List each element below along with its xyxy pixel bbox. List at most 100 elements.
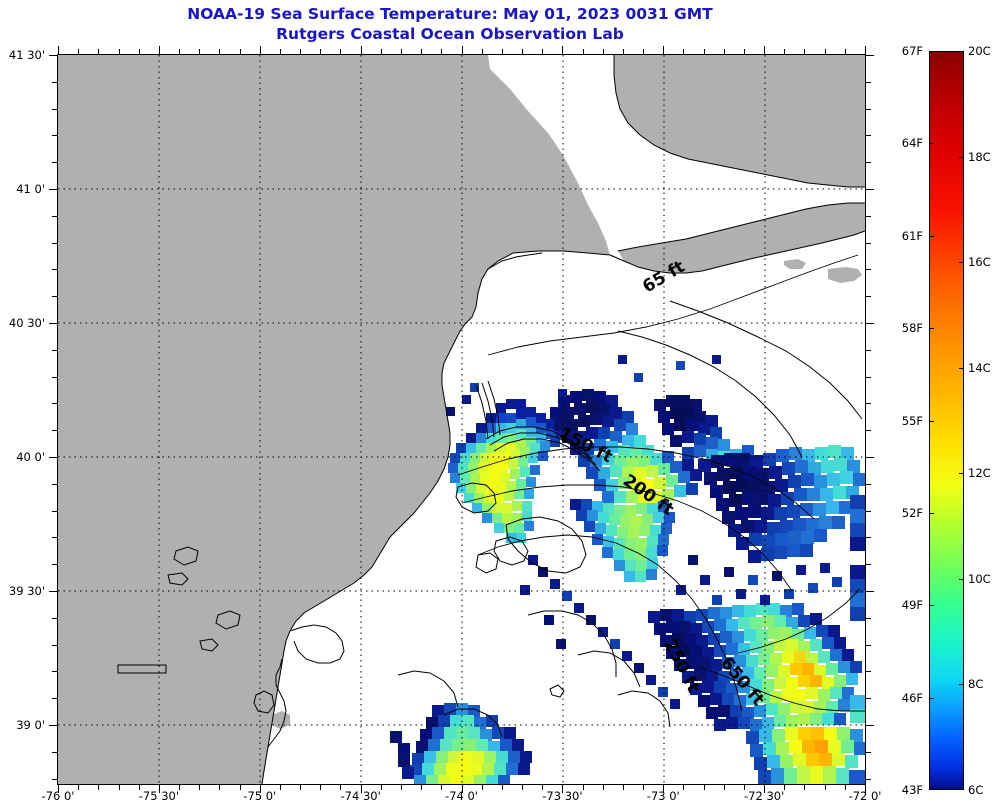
y-tick-minor	[52, 671, 57, 673]
y-tick-minor-right	[866, 242, 871, 244]
y-tick-minor	[52, 376, 57, 378]
y-tick-minor	[52, 751, 57, 753]
x-tick-minor-bottom	[179, 785, 181, 790]
x-tick-minor-bottom	[844, 785, 846, 790]
x-tick-minor	[784, 49, 786, 54]
y-tick-minor-right	[866, 215, 871, 217]
y-tick-minor-right	[866, 671, 871, 673]
y-tick-minor	[52, 162, 57, 164]
x-tick-minor-bottom	[199, 785, 201, 790]
x-tick-minor	[279, 49, 281, 54]
cb-label-celsius-4: 12C	[968, 466, 991, 481]
y-tick-minor-right	[866, 135, 871, 137]
x-axis-label-5: -73 30'	[542, 789, 583, 803]
x-tick-minor-bottom	[340, 785, 342, 790]
colorbar[interactable]	[929, 51, 964, 790]
cb-label-fahrenheit-8: 43F	[901, 783, 923, 797]
title-line-1: NOAA-19 Sea Surface Temperature: May 01,…	[187, 5, 713, 23]
cb-label-celsius-5: 10C	[968, 571, 991, 586]
y-axis-label-2: 40 30'	[8, 316, 45, 330]
x-tick-minor	[421, 49, 423, 54]
x-tick-major-bottom-1	[158, 785, 160, 793]
y-tick-minor-right	[866, 349, 871, 351]
y-tick-major-3	[49, 457, 57, 459]
page-title: NOAA-19 Sea Surface Temperature: May 01,…	[0, 4, 900, 44]
y-tick-minor-right	[866, 430, 871, 432]
x-tick-minor-bottom	[441, 785, 443, 790]
y-tick-minor	[52, 242, 57, 244]
x-axis-label-2: -75 0'	[243, 789, 277, 803]
x-tick-minor	[138, 49, 140, 54]
x-tick-minor	[219, 49, 221, 54]
y-tick-major-2	[49, 323, 57, 324]
land-long-island	[618, 203, 865, 273]
cb-label-fahrenheit-4: 55F	[901, 413, 923, 428]
cb-tick-c-3	[959, 367, 964, 369]
sst-region-southeast	[648, 495, 865, 784]
cb-tick-f-5	[929, 512, 934, 514]
x-tick-minor	[804, 49, 806, 54]
x-tick-major-bottom-2	[259, 785, 261, 793]
cb-label-celsius-2: 16C	[968, 255, 991, 270]
x-tick-major-2	[259, 46, 261, 54]
cb-tick-c-5	[959, 578, 964, 580]
x-tick-minor	[481, 49, 483, 54]
y-tick-minor	[52, 269, 57, 271]
y-tick-major-right-3	[866, 457, 874, 459]
y-tick-major-right-0	[866, 55, 874, 56]
sst-map[interactable]: 65 ft 150 ft 200 ft 250 ft 650 ft	[57, 54, 866, 785]
x-axis-label-0: -76 0'	[41, 789, 75, 803]
land-polygons	[58, 55, 865, 784]
cb-label-fahrenheit-7: 46F	[901, 690, 923, 705]
land-mainland	[58, 55, 610, 784]
cb-label-celsius-0: 20C	[968, 44, 991, 58]
x-tick-minor-bottom	[118, 785, 120, 790]
cb-tick-f-2	[929, 235, 934, 237]
cb-tick-f-4	[929, 420, 934, 422]
land-new-england	[614, 55, 865, 187]
x-tick-minor	[340, 49, 342, 54]
x-tick-minor	[380, 49, 382, 54]
x-axis-label-6: -73 0'	[646, 789, 680, 803]
y-tick-minor-right	[866, 162, 871, 164]
cb-tick-c-1	[959, 156, 964, 158]
y-tick-minor	[52, 135, 57, 137]
y-tick-minor-right	[866, 617, 871, 619]
x-tick-minor-bottom	[320, 785, 322, 790]
x-tick-minor	[98, 49, 100, 54]
x-tick-minor	[179, 49, 181, 54]
cb-label-fahrenheit-6: 49F	[901, 598, 923, 613]
x-tick-major-8	[865, 46, 866, 54]
y-tick-minor	[52, 215, 57, 217]
x-tick-minor-bottom	[501, 785, 503, 790]
x-axis-label-1: -75 30'	[138, 789, 179, 803]
x-tick-minor	[239, 49, 241, 54]
cb-label-fahrenheit-5: 52F	[901, 505, 923, 520]
y-tick-minor	[52, 483, 57, 485]
land-island-east-2	[784, 259, 806, 269]
y-tick-minor-right	[866, 483, 871, 485]
x-tick-major-bottom-4	[461, 785, 463, 793]
y-tick-minor	[52, 81, 57, 83]
y-tick-minor	[52, 510, 57, 512]
land-island-east	[828, 267, 862, 283]
cb-label-fahrenheit-2: 61F	[901, 228, 923, 243]
gridlines	[58, 55, 865, 784]
x-tick-minor	[300, 49, 302, 54]
x-tick-major-bottom-8	[865, 785, 866, 793]
x-axis-label-8: -72 0'	[848, 789, 882, 803]
x-tick-minor	[703, 49, 705, 54]
sst-pixel-field	[390, 355, 865, 784]
x-tick-minor	[118, 49, 120, 54]
x-axis-label-3: -74 30'	[340, 789, 381, 803]
y-tick-minor	[52, 564, 57, 566]
cb-tick-f-1	[929, 143, 934, 145]
map-canvas: 65 ft 150 ft 200 ft 250 ft 650 ft	[58, 55, 865, 784]
x-tick-major-7	[764, 46, 766, 54]
cb-label-celsius-1: 18C	[968, 149, 991, 164]
y-tick-minor-right	[866, 510, 871, 512]
coastlines	[117, 55, 865, 784]
cb-label-fahrenheit-0: 67F	[901, 44, 923, 58]
x-tick-minor-bottom	[824, 785, 826, 790]
sst-region-east-cold	[698, 445, 865, 563]
